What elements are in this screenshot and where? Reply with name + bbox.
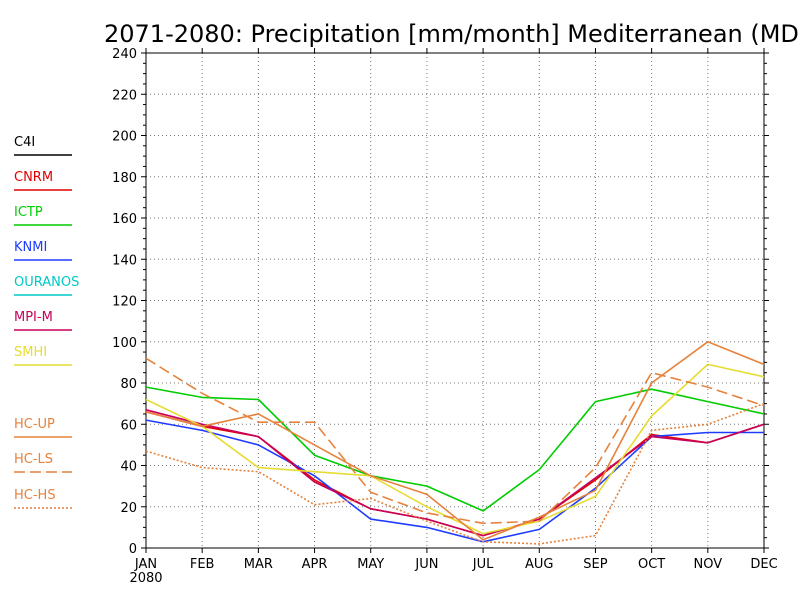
x-tick-label: AUG (525, 557, 553, 572)
legend-label: HC-HS (14, 488, 56, 503)
x-tick-label: JAN (134, 557, 157, 572)
axes: 0 20 40 60 80 100 120 140 160 180 200 220 240 JAN FEB M… (112, 47, 777, 586)
series-line-hc-hs (145, 402, 765, 545)
legend-label: HC-UP (14, 417, 55, 432)
x-tick-label: JUN (414, 557, 438, 572)
y-tick-label: 120 (112, 295, 137, 310)
legend-item-c4i: C4I (14, 135, 72, 156)
series-line-smhi (145, 363, 765, 535)
legend-item-ictp: ICTP (14, 205, 72, 226)
y-tick-label: 80 (120, 377, 137, 392)
legend-item-hc-up: HC-UP (14, 417, 72, 438)
x-tick-label: MAY (357, 557, 384, 572)
x-tick-label: DEC (750, 557, 777, 572)
y-tick-label: 40 (120, 460, 137, 475)
legend-label: CNRM (14, 170, 53, 185)
x-tick-label: JUL (472, 557, 494, 572)
y-tick-label: 160 (112, 212, 137, 227)
legend-item-mpi-m: MPI-M (14, 310, 72, 331)
x-sublabel-year: 2080 (129, 571, 162, 586)
legend-item-hc-ls: HC-LS (14, 452, 72, 473)
x-tick-label: OCT (638, 557, 665, 572)
series-line-hc-ls (145, 357, 765, 525)
y-tick-label: 60 (120, 418, 137, 433)
y-tick-label: 100 (112, 336, 137, 351)
legend-label: OURANOS (14, 275, 79, 290)
series-line-hc-up (145, 340, 765, 541)
legend-item-cnrm: CNRM (14, 170, 72, 191)
legend-label: MPI-M (14, 310, 53, 325)
legend-label: C4I (14, 135, 35, 150)
y-tick-label: 240 (112, 47, 137, 62)
series-line-knmi (145, 419, 764, 543)
legend: C4I CNRM ICTP KNMI OURANOS MPI-M SMHI HC-UP HC-L… (14, 135, 79, 509)
x-tick-label: FEB (190, 557, 215, 572)
y-tick-label: 200 (112, 130, 137, 145)
legend-label: ICTP (14, 205, 43, 220)
legend-item-smhi: SMHI (14, 345, 72, 366)
chart-title: 2071-2080: Precipitation [mm/month] Medi… (104, 20, 800, 48)
legend-item-ouranos: OURANOS (14, 275, 79, 296)
x-tick-label: MAR (244, 557, 273, 572)
y-tick-label: 0 (129, 542, 137, 557)
legend-item-knmi: KNMI (14, 240, 72, 261)
y-tick-label: 220 (112, 88, 137, 103)
series-lines (145, 340, 765, 545)
y-tick-label: 20 (120, 501, 137, 516)
legend-label: KNMI (14, 240, 47, 255)
series-line-ictp (145, 386, 765, 512)
y-tick-label: 180 (112, 171, 137, 186)
series-line-mpi-m (145, 409, 765, 537)
x-tick-label: NOV (694, 557, 723, 572)
legend-label: SMHI (14, 345, 47, 360)
grid (146, 53, 764, 548)
legend-label: HC-LS (14, 452, 53, 467)
y-tick-label: 140 (112, 253, 137, 268)
x-tick-label: SEP (583, 557, 607, 572)
x-tick-label: APR (302, 557, 328, 572)
legend-item-hc-hs: HC-HS (14, 488, 72, 509)
